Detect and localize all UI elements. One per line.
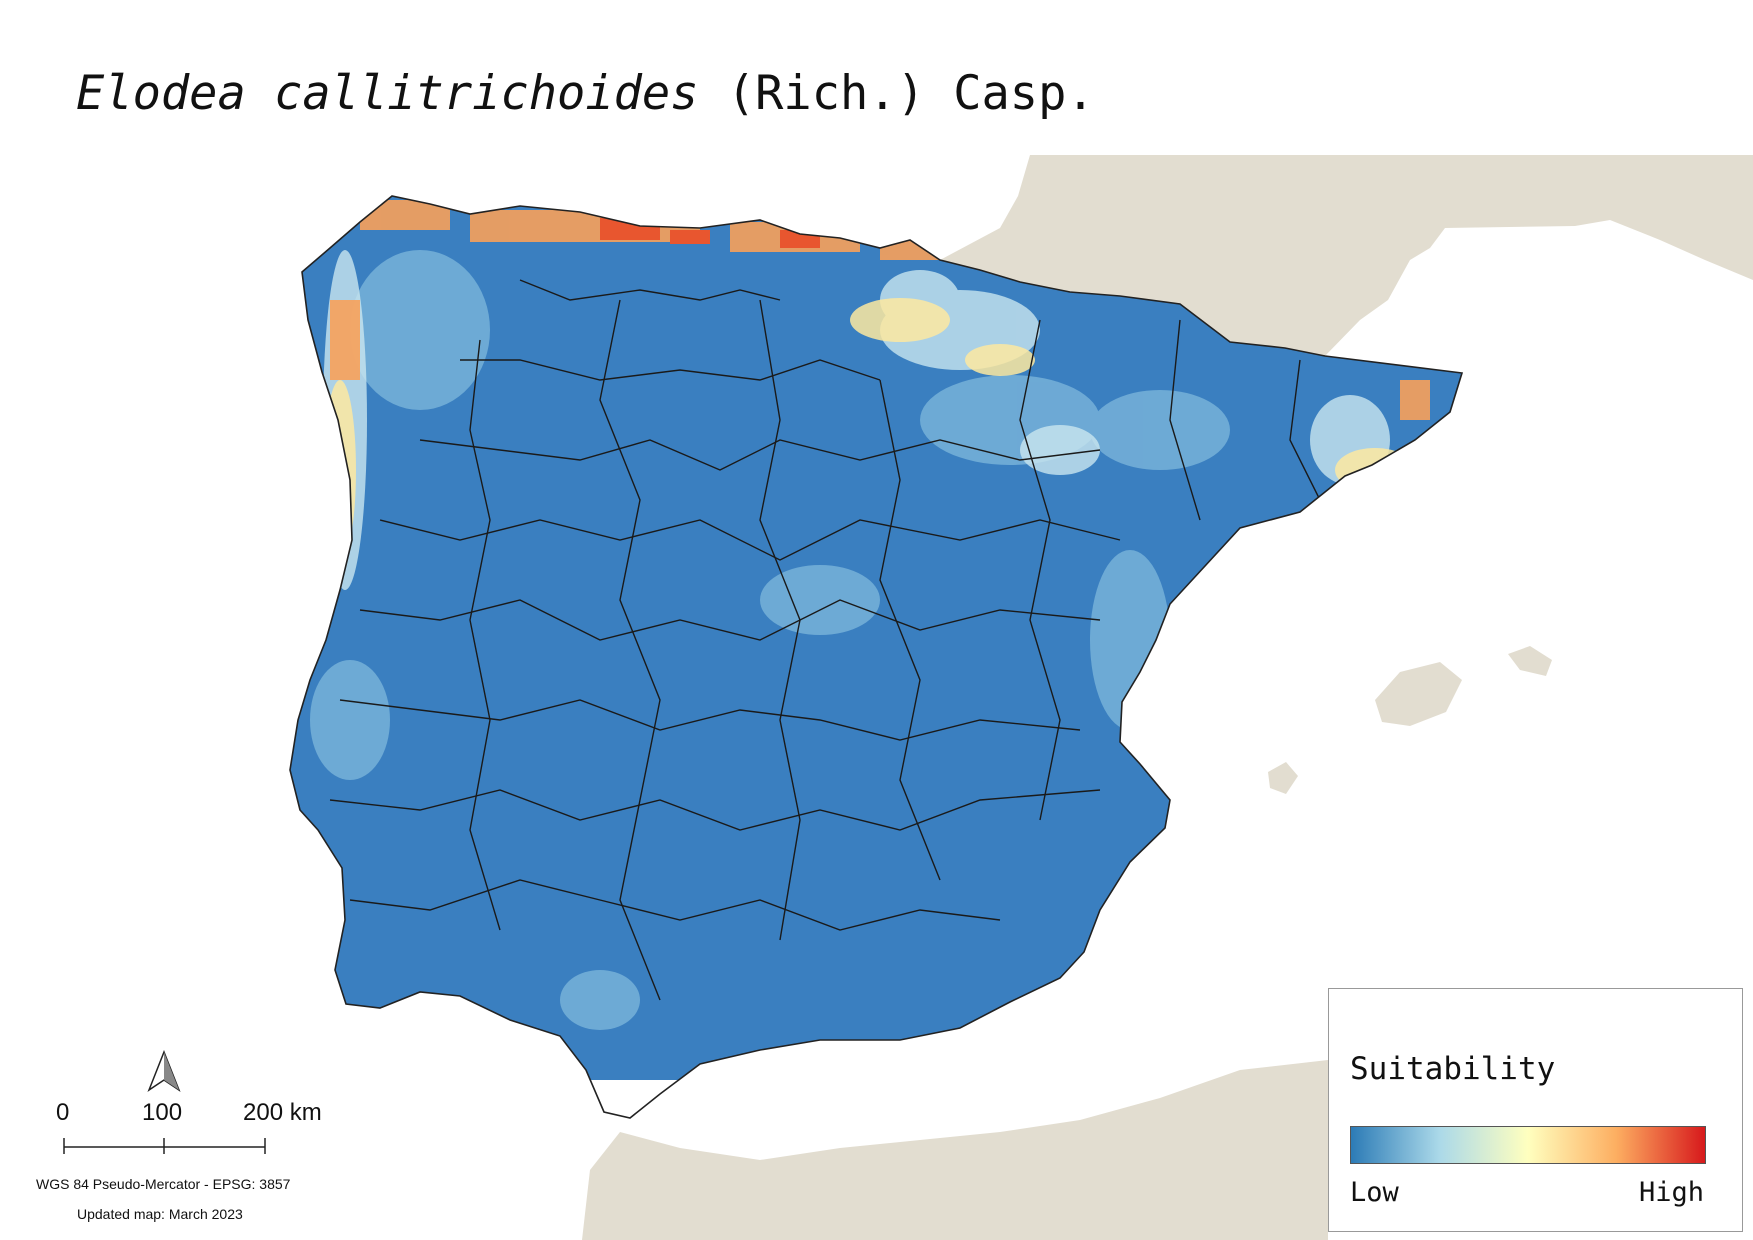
scale-bar	[63, 1138, 266, 1154]
legend-title: Suitability	[1350, 1051, 1556, 1087]
species-authority: (Rich.) Casp.	[726, 66, 1095, 121]
scale-label-200: 200 km	[243, 1099, 322, 1126]
crs-label: WGS 84 Pseudo-Mercator - EPSG: 3857	[36, 1176, 291, 1192]
scale-label-100: 100	[142, 1099, 183, 1126]
north-arrow-icon	[147, 1050, 181, 1092]
province-boundaries	[329, 279, 1321, 1001]
france-landmass	[940, 155, 1753, 356]
species-name: Elodea callitrichoides	[76, 66, 699, 121]
map-title: Elodea callitrichoides (Rich.) Casp.	[76, 66, 1095, 121]
menorca-island	[1508, 646, 1552, 676]
ibiza-island	[1268, 762, 1298, 794]
africa-landmass	[582, 1060, 1328, 1240]
scale-label-0: 0	[56, 1099, 70, 1126]
updated-label: Updated map: March 2023	[77, 1206, 243, 1222]
legend-gradient-bar	[1350, 1126, 1706, 1164]
legend: Suitability Low High	[1328, 988, 1743, 1232]
legend-low-label: Low	[1350, 1177, 1399, 1208]
mallorca-island	[1375, 662, 1462, 726]
neighbouring-land	[582, 155, 1753, 1240]
legend-high-label: High	[1638, 1177, 1704, 1208]
raster-max-cell	[1349, 494, 1358, 514]
